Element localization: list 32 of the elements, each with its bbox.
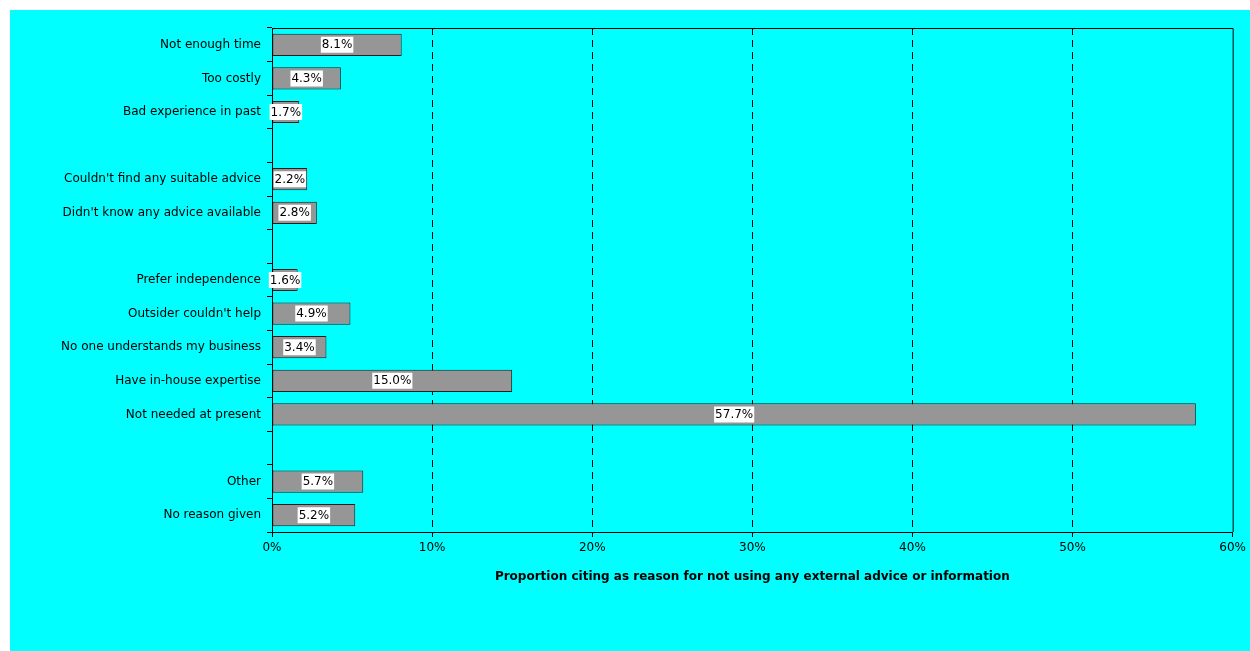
x-tick-label: 50% (1059, 540, 1086, 555)
data-label: 8.1% (321, 37, 353, 52)
data-label: 5.7% (302, 474, 334, 489)
x-tick-label: 60% (1219, 540, 1246, 555)
x-tick-label: 40% (899, 540, 926, 555)
x-tick-label: 10% (418, 540, 446, 555)
y-tick-label: Other (226, 473, 262, 488)
y-tick-label: Too costly (200, 70, 261, 85)
y-tick-label: Didn't know any advice available (62, 204, 261, 219)
x-tick-label: 20% (578, 540, 606, 555)
data-label: 1.6% (269, 272, 301, 287)
y-tick-label: Have in-house expertise (115, 372, 261, 387)
y-tick-label: Bad experience in past (122, 104, 262, 119)
data-label: 4.3% (291, 71, 322, 86)
data-label: 3.4% (284, 339, 315, 354)
data-label: 2.8% (279, 205, 310, 220)
data-label: 57.7% (715, 407, 754, 422)
data-label: 1.7% (270, 104, 302, 119)
y-tick-label: Not enough time (160, 36, 261, 51)
data-label: 15.0% (373, 373, 412, 388)
x-tick-label: 0% (262, 540, 282, 555)
data-label: 2.2% (274, 171, 306, 186)
y-tick-label: No reason given (163, 507, 261, 522)
y-tick-label: No one understands my business (61, 339, 261, 354)
x-axis-title: Proportion citing as reason for not using any external advice or information (494, 568, 1010, 583)
y-tick-label: Couldn't find any suitable advice (64, 171, 261, 186)
data-label: 5.2% (298, 507, 330, 522)
y-tick-label: Not needed at present (125, 406, 262, 421)
data-label: 4.9% (296, 306, 327, 321)
x-tick-label: 30% (739, 540, 766, 555)
y-tick-label: Outsider couldn't help (128, 305, 261, 320)
y-tick-label: Prefer independence (136, 272, 261, 287)
